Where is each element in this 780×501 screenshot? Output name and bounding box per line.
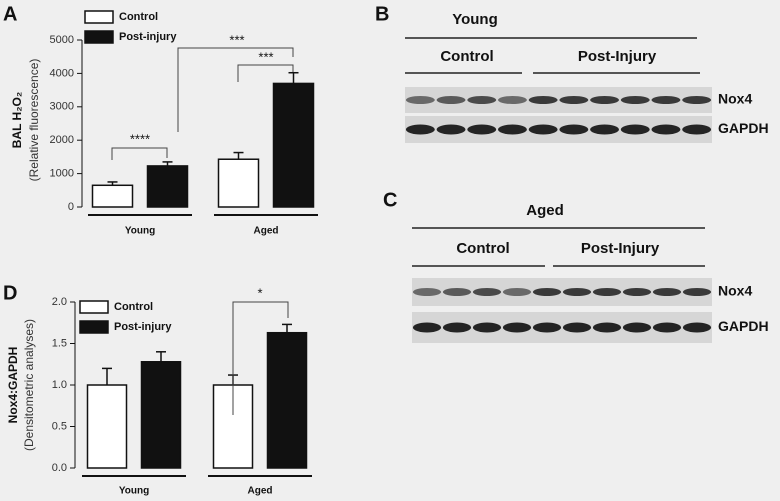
blot-band — [562, 288, 592, 296]
blot-band — [412, 288, 442, 296]
legend-swatch — [79, 300, 109, 314]
y-axis-title: BAL H₂O₂ — [10, 92, 24, 148]
blot-band — [682, 288, 712, 296]
blot-band — [442, 288, 472, 296]
significance-label: **** — [130, 131, 150, 146]
bar — [266, 331, 308, 469]
blot-band — [651, 96, 681, 104]
blot-band — [405, 96, 435, 104]
blot-band — [682, 96, 712, 104]
blot-band — [682, 322, 712, 333]
blot-band — [652, 322, 682, 333]
panel-letter: B — [375, 3, 389, 25]
y-tick-label: 0 — [68, 201, 74, 213]
significance-bracket — [111, 147, 168, 160]
blot-group-label: Control — [456, 240, 509, 257]
legend-swatch — [84, 10, 114, 24]
blot-band — [442, 322, 472, 333]
panel-letter: C — [383, 189, 397, 211]
blot-band — [467, 124, 497, 135]
blot-band — [622, 288, 652, 296]
blot-band — [412, 322, 442, 333]
blot-band — [590, 96, 619, 104]
significance-bracket — [232, 301, 289, 415]
blot-band-label: Nox4 — [718, 283, 752, 299]
x-tick-label: Aged — [248, 486, 273, 497]
y-tick-label: 3000 — [50, 101, 74, 113]
blot-band — [622, 322, 652, 333]
blot-band — [592, 288, 622, 296]
blot-band — [682, 124, 712, 135]
blot-band — [590, 124, 619, 135]
legend-label: Control — [119, 11, 158, 23]
x-tick-label: Young — [119, 486, 149, 497]
blot-band — [528, 124, 558, 135]
y-tick-label: 1.0 — [52, 379, 67, 391]
blot-band — [436, 96, 466, 104]
legend-label: Control — [114, 301, 153, 313]
blot-band — [502, 322, 532, 333]
y-tick-label: 2000 — [50, 134, 74, 146]
significance-label: * — [257, 285, 262, 300]
legend-label: Post-injury — [119, 31, 177, 43]
blot-band — [620, 96, 650, 104]
bar — [91, 184, 134, 208]
blot-band — [592, 322, 622, 333]
bar — [146, 165, 189, 208]
blot-group-label: Control — [440, 48, 493, 65]
legend-swatch — [84, 30, 114, 44]
blot-title: Aged — [526, 202, 564, 219]
legend-swatch — [79, 320, 109, 334]
bar — [217, 158, 260, 208]
blot-band-label: Nox4 — [718, 91, 752, 107]
significance-bracket — [177, 47, 294, 132]
y-tick-label: 2.0 — [52, 296, 67, 308]
significance-label: *** — [258, 49, 273, 64]
bar — [272, 82, 315, 208]
blot-band — [559, 96, 589, 104]
blot-band — [467, 96, 497, 104]
y-axis-subtitle: (Relative fluorescence) — [27, 59, 41, 182]
panel-letter: A — [3, 3, 17, 25]
x-tick-label: Aged — [254, 226, 279, 237]
y-axis-subtitle: (Densitometric analyses) — [22, 319, 36, 451]
blot-band — [532, 288, 562, 296]
blot-band — [502, 288, 532, 296]
blot-band-label: GAPDH — [718, 120, 769, 136]
blot-band — [532, 322, 562, 333]
blot-band — [405, 124, 435, 135]
y-tick-label: 5000 — [50, 34, 74, 46]
blot-group-label: Post-Injury — [581, 240, 660, 257]
significance-label: *** — [229, 32, 244, 47]
bar — [140, 361, 182, 469]
blot-band — [651, 124, 681, 135]
blot-band-label: GAPDH — [718, 318, 769, 334]
blot-band — [559, 124, 589, 135]
y-tick-label: 4000 — [50, 67, 74, 79]
blot-band — [652, 288, 682, 296]
blot-band — [528, 96, 558, 104]
y-tick-label: 0.5 — [52, 420, 67, 432]
legend-label: Post-injury — [114, 321, 172, 333]
bar — [86, 384, 128, 469]
blot-band — [472, 288, 502, 296]
blot-band — [498, 124, 527, 135]
blot-band — [436, 124, 466, 135]
y-tick-label: 1000 — [50, 168, 74, 180]
x-tick-label: Young — [125, 226, 155, 237]
y-tick-label: 1.5 — [52, 337, 67, 349]
panel-letter: D — [3, 282, 17, 304]
significance-bracket — [237, 64, 294, 82]
y-tick-label: 0.0 — [52, 462, 67, 474]
blot-title: Young — [452, 11, 498, 28]
blot-band — [472, 322, 502, 333]
blot-group-label: Post-Injury — [578, 48, 657, 65]
blot-band — [498, 96, 527, 104]
blot-band — [562, 322, 592, 333]
y-axis-title: Nox4:GAPDH — [6, 347, 20, 424]
blot-band — [620, 124, 650, 135]
